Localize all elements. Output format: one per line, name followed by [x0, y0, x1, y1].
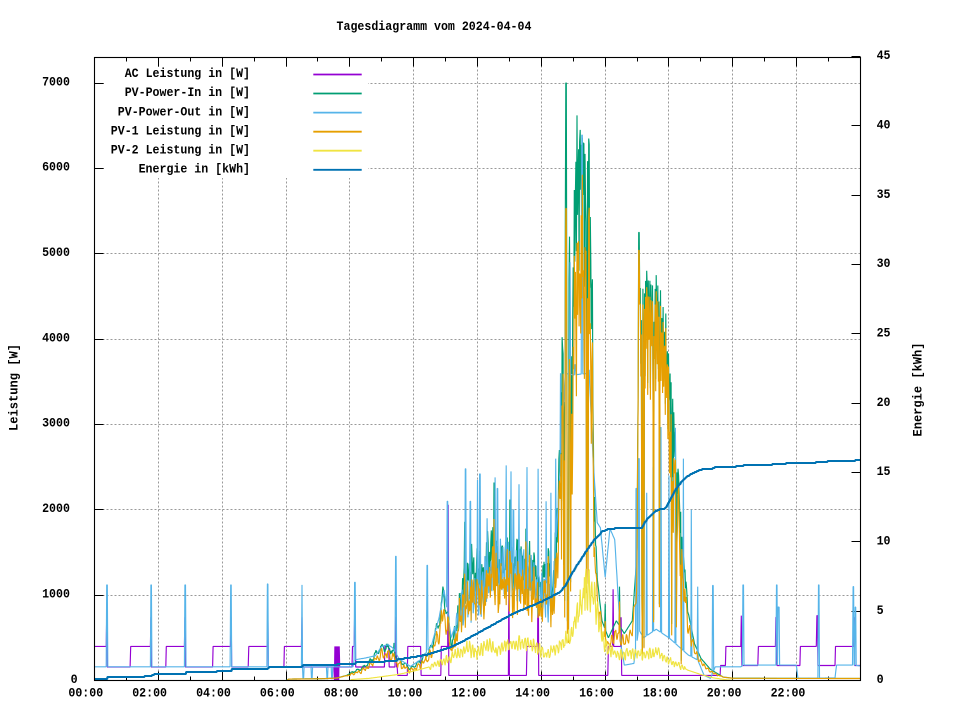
svg-text:15: 15 [877, 464, 891, 479]
svg-text:20: 20 [877, 395, 891, 410]
svg-text:Energie in [kWh]: Energie in [kWh] [139, 161, 250, 176]
svg-text:20:00: 20:00 [707, 686, 742, 701]
svg-text:04:00: 04:00 [196, 686, 231, 701]
svg-text:14:00: 14:00 [515, 686, 550, 701]
svg-text:Tagesdiagramm vom 2024-04-04: Tagesdiagramm vom 2024-04-04 [337, 19, 532, 34]
svg-text:00:00: 00:00 [68, 686, 103, 701]
svg-text:PV-1 Leistung in [W]: PV-1 Leistung in [W] [111, 123, 250, 138]
svg-text:AC Leistung in [W]: AC Leistung in [W] [125, 66, 250, 81]
svg-text:30: 30 [877, 256, 891, 271]
svg-text:6000: 6000 [42, 160, 70, 175]
svg-text:10: 10 [877, 533, 891, 548]
svg-text:45: 45 [877, 48, 891, 63]
svg-text:7000: 7000 [42, 74, 70, 89]
svg-text:PV-2 Leistung in [W]: PV-2 Leistung in [W] [111, 142, 250, 157]
svg-text:12:00: 12:00 [451, 686, 486, 701]
svg-text:5: 5 [877, 603, 884, 618]
svg-text:06:00: 06:00 [260, 686, 295, 701]
svg-text:10:00: 10:00 [388, 686, 423, 701]
svg-text:0: 0 [71, 672, 78, 687]
svg-text:40: 40 [877, 117, 891, 132]
svg-text:PV-Power-In in [W]: PV-Power-In in [W] [125, 85, 250, 100]
svg-text:4000: 4000 [42, 330, 70, 345]
svg-text:08:00: 08:00 [324, 686, 359, 701]
svg-text:16:00: 16:00 [579, 686, 614, 701]
svg-text:35: 35 [877, 187, 891, 202]
svg-text:3000: 3000 [42, 416, 70, 431]
svg-text:1000: 1000 [42, 586, 70, 601]
svg-text:Energie [kWh]: Energie [kWh] [911, 343, 926, 437]
svg-text:Leistung [W]: Leistung [W] [7, 344, 22, 431]
svg-text:18:00: 18:00 [643, 686, 678, 701]
svg-text:22:00: 22:00 [771, 686, 806, 701]
svg-text:PV-Power-Out in [W]: PV-Power-Out in [W] [118, 104, 250, 119]
svg-text:02:00: 02:00 [132, 686, 167, 701]
svg-text:5000: 5000 [42, 245, 70, 260]
svg-text:2000: 2000 [42, 501, 70, 516]
svg-text:0: 0 [877, 672, 884, 687]
svg-text:25: 25 [877, 325, 891, 340]
